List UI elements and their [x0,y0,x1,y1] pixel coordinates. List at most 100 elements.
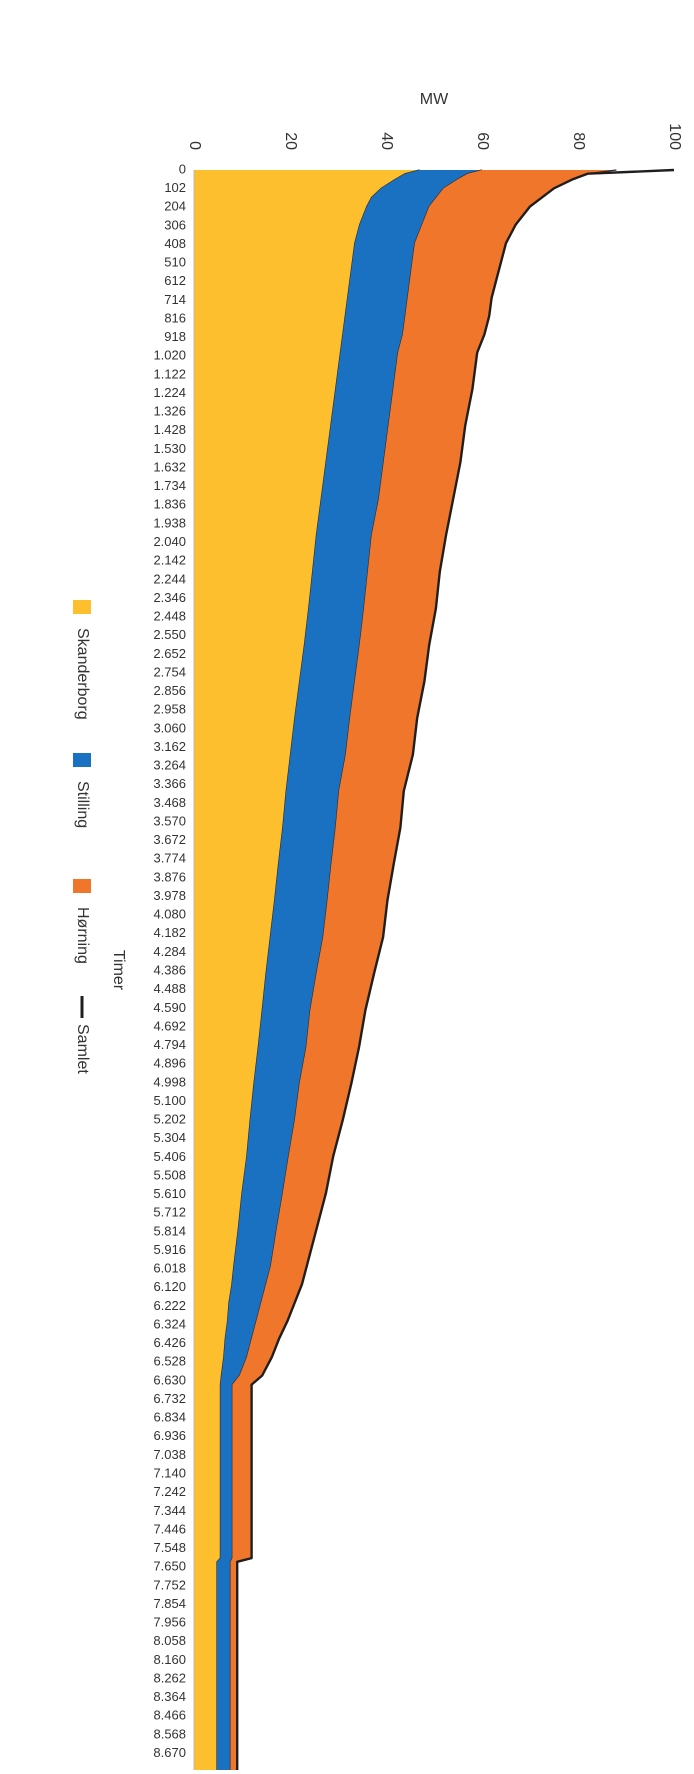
x-tick-label: 1.836 [153,497,186,512]
y-tick-label: 20 [282,132,299,150]
x-tick-label: 1.326 [153,404,186,419]
x-tick-label: 4.488 [153,981,186,996]
x-tick-label: 5.304 [153,1130,186,1145]
y-tick-label: 60 [474,132,491,150]
x-tick-label: 4.794 [153,1037,186,1052]
x-tick-label: 2.652 [153,646,186,661]
x-tick-label: 2.142 [153,553,186,568]
area-skanderborg [194,170,420,1770]
x-tick-label: 5.202 [153,1112,186,1127]
x-tick-label: 7.446 [153,1521,186,1536]
legend-label-horning: Hørning [74,907,91,964]
x-tick-label: 2.448 [153,609,186,624]
legend-label-skanderborg: Skanderborg [74,628,91,720]
x-tick-label: 2.958 [153,702,186,717]
x-tick-label: 8.364 [153,1689,186,1704]
x-tick-label: 816 [164,310,186,325]
legend-swatch-skanderborg [73,600,91,614]
y-tick-label: 0 [186,141,203,150]
x-tick-label: 8.262 [153,1670,186,1685]
x-tick-label: 7.956 [153,1615,186,1630]
legend-swatch-horning [73,879,91,893]
y-tick-label: 80 [570,132,587,150]
x-tick-label: 6.120 [153,1279,186,1294]
x-tick-label: 102 [164,180,186,195]
x-tick-label: 6.834 [153,1410,186,1425]
y-tick-label: 100 [666,123,683,150]
x-tick-label: 1.632 [153,460,186,475]
x-tick-label: 2.856 [153,683,186,698]
x-tick-label: 4.386 [153,963,186,978]
x-tick-label: 612 [164,273,186,288]
x-tick-label: 3.774 [153,851,186,866]
x-tick-label: 8.466 [153,1708,186,1723]
x-tick-label: 6.426 [153,1335,186,1350]
x-tick-label: 0 [179,161,186,176]
x-tick-label: 1.734 [153,478,186,493]
x-tick-label: 7.650 [153,1559,186,1574]
x-tick-label: 3.672 [153,832,186,847]
x-tick-label: 306 [164,217,186,232]
x-tick-label: 7.242 [153,1484,186,1499]
x-tick-label: 7.344 [153,1503,186,1518]
line-samlet [236,168,675,1770]
x-tick-label: 1.530 [153,441,186,456]
x-tick-label: 8.568 [153,1726,186,1741]
x-tick-label: 3.468 [153,795,186,810]
x-tick-label: 7.548 [153,1540,186,1555]
x-tick-label: 2.040 [153,534,186,549]
chart-rotated-group: 0 102 204 306 408 510 612 714 816 918 1.020 1.122 1.… [73,91,683,1770]
x-tick-label: 4.692 [153,1018,186,1033]
x-tick-label: 4.080 [153,907,186,922]
x-tick-label: 3.264 [153,758,186,773]
x-tick-label: 3.570 [153,814,186,829]
x-tick-label: 5.712 [153,1205,186,1220]
x-tick-label: 3.162 [153,739,186,754]
x-tick-label: 6.324 [153,1317,186,1332]
legend: Skanderborg Stilling Hørning Samlet [73,600,91,1074]
x-tick-label: 5.508 [153,1167,186,1182]
x-tick-label: 4.590 [153,1000,186,1015]
x-tick-label: 1.020 [153,348,186,363]
x-tick-label: 1.428 [153,422,186,437]
x-tick-label: 2.346 [153,590,186,605]
x-tick-label: 5.100 [153,1093,186,1108]
x-tick-label: 2.550 [153,627,186,642]
x-tick-label: 3.366 [153,776,186,791]
x-tick-label: 7.038 [153,1447,186,1462]
legend-label-samlet: Samlet [74,1024,91,1074]
x-tick-label: 204 [164,199,186,214]
area-layer [194,169,617,1770]
x-tick-label: 7.752 [153,1577,186,1592]
x-tick-label: 6.936 [154,1428,187,1443]
x-tick-label: 4.998 [153,1074,186,1089]
x-tick-label: 3.060 [153,720,186,735]
x-tick-label: 6.018 [153,1261,186,1276]
legend-label-stilling: Stilling [74,781,91,828]
x-tick-label: 510 [164,255,186,270]
legend-swatch-stilling [73,753,91,767]
area-horning [230,170,617,1770]
x-tick-label: 3.978 [153,888,186,903]
x-tick-label: 714 [164,292,186,307]
x-tick-label: 1.122 [153,366,186,381]
total-line-layer [236,168,675,1770]
x-tick-label: 2.244 [153,571,186,586]
x-tick-label: 3.876 [153,869,186,884]
x-tick-label: 4.182 [153,925,186,940]
x-tick-label: 7.140 [153,1466,186,1481]
x-tick-label: 6.732 [153,1391,186,1406]
x-tick-label: 2.754 [153,664,186,679]
x-tick-label: 408 [164,236,186,251]
x-tick-label: 8.160 [153,1652,186,1667]
x-tick-label: 1.938 [153,515,186,530]
x-tick-label: 6.630 [153,1372,186,1387]
x-tick-label: 5.916 [154,1242,187,1257]
x-tick-label: 918 [164,329,186,344]
x-axis: 0 102 204 306 408 510 612 714 816 918 1.020 1.122 1.… [153,161,195,1770]
x-tick-label: 1.224 [153,385,186,400]
x-tick-label: 4.896 [153,1056,186,1071]
x-axis-title: Timer [110,950,127,991]
